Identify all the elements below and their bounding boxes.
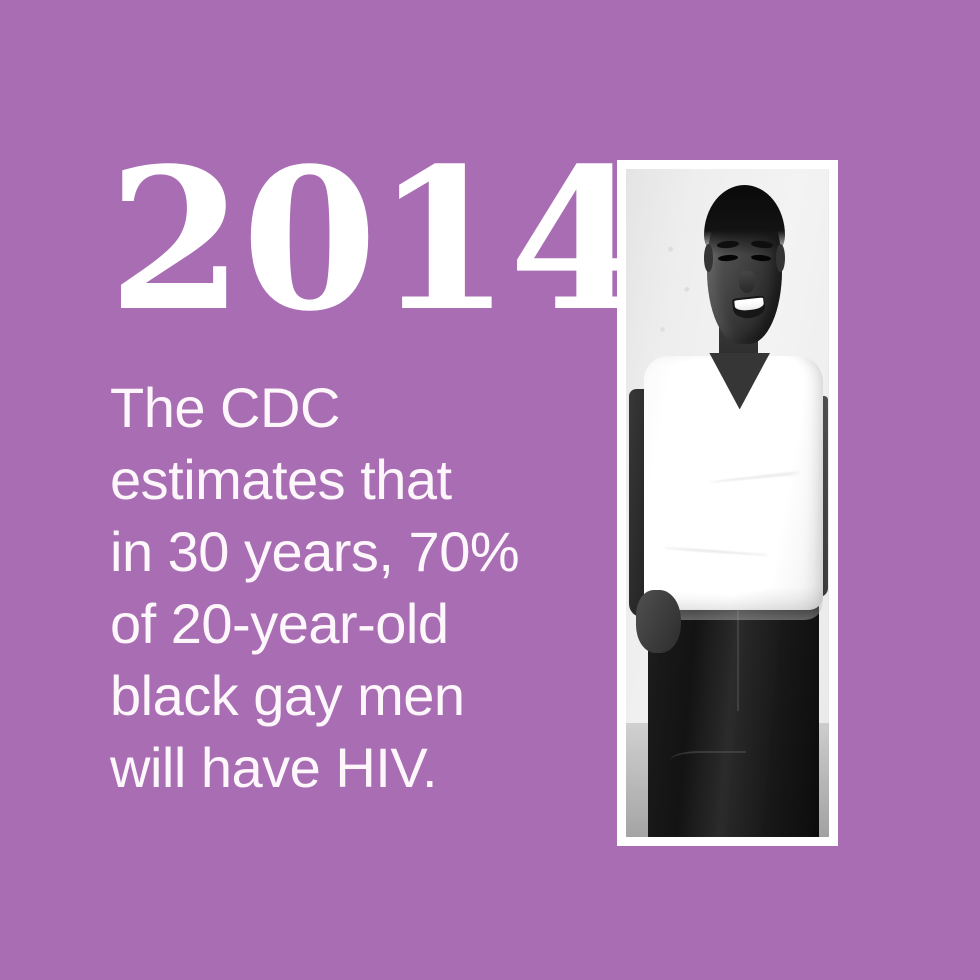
photo-figure [626, 169, 829, 837]
year-headline: 2014 [108, 125, 645, 354]
body-line-6: will have HIV. [110, 736, 438, 799]
figure-teeth [733, 296, 764, 312]
body-line-4: of 20-year-old [110, 592, 449, 655]
body-line-5: black gay men [110, 664, 465, 727]
portrait-photo-frame [617, 160, 838, 846]
figure-hand-in-pocket [636, 589, 681, 654]
statistic-body-text: The CDC estimates that in 30 years, 70% … [110, 372, 570, 804]
body-line-2: estimates that [110, 448, 452, 511]
figure-ear-right [776, 243, 786, 272]
figure-nose [738, 271, 755, 293]
figure-pocket-seam [670, 750, 746, 774]
body-line-1: The CDC [110, 376, 340, 439]
body-line-3: in 30 years, 70% [110, 520, 520, 583]
portrait-photo [626, 169, 829, 837]
